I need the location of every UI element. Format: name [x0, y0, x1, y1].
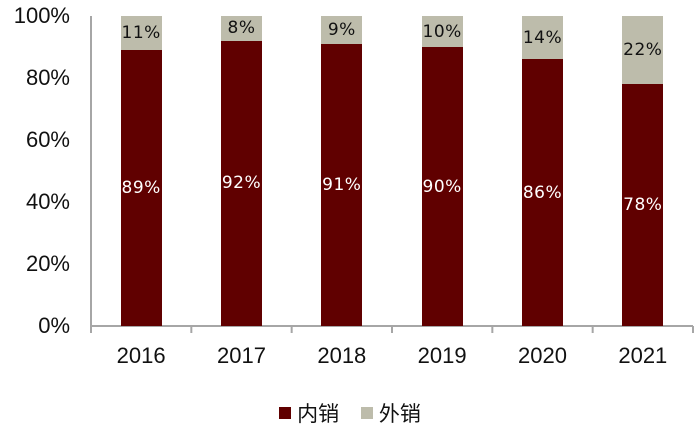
x-tick-label: 2016 — [116, 343, 166, 368]
data-label: 90% — [422, 176, 462, 197]
bar-segment-export: 14% — [522, 16, 563, 60]
data-label: 78% — [623, 195, 663, 216]
data-label: 14% — [522, 27, 563, 48]
bar-segment-domestic: 92% — [221, 40, 262, 326]
legend-label-domestic: 内销 — [297, 403, 340, 426]
bar-2020: 86% 14% — [522, 16, 563, 326]
bar-2021: 78% 22% — [622, 16, 664, 326]
legend: 内销 外销 — [0, 398, 700, 428]
x-tick-label: 2019 — [417, 343, 467, 368]
legend-label-export: 外销 — [378, 403, 421, 426]
data-label: 8% — [227, 18, 256, 39]
bar-2018: 91% 9% — [321, 16, 363, 326]
data-label: 89% — [121, 178, 161, 199]
data-label: 11% — [121, 23, 161, 44]
y-tick-label: 0% — [38, 313, 70, 338]
bar-segment-export: 8% — [221, 16, 262, 41]
bar-segment-export: 22% — [622, 16, 664, 85]
y-tick-label: 100% — [13, 3, 70, 28]
y-tick-label: 20% — [25, 251, 70, 276]
data-label: 10% — [422, 21, 462, 42]
x-tick-label: 2020 — [518, 343, 567, 368]
bar-2019: 90% 10% — [421, 16, 463, 326]
legend-item-export: 外销 — [360, 398, 421, 428]
legend-item-domestic: 内销 — [279, 398, 339, 428]
data-label: 86% — [522, 182, 563, 203]
bar-segment-domestic: 89% — [120, 50, 162, 326]
x-tick-label: 2017 — [217, 343, 266, 368]
data-label: 9% — [327, 19, 356, 40]
bar-segment-export: 9% — [321, 16, 363, 44]
data-label: 22% — [623, 40, 663, 61]
y-tick-label: 40% — [25, 189, 70, 214]
data-label: 91% — [322, 174, 362, 195]
y-tick-label: 60% — [25, 127, 70, 152]
legend-swatch-domestic — [279, 407, 292, 419]
bar-segment-domestic: 86% — [522, 59, 563, 326]
y-tick-label: 80% — [25, 65, 70, 90]
bar-segment-export: 10% — [421, 16, 463, 47]
bar-segment-domestic: 91% — [321, 43, 363, 326]
bar-segment-domestic: 78% — [622, 84, 664, 326]
bar-2017: 92% 8% — [221, 16, 262, 326]
x-tick-label: 2018 — [317, 343, 367, 368]
x-tick-label: 2021 — [618, 343, 668, 368]
bar-2016: 89% 11% — [120, 16, 162, 326]
bar-segment-export: 11% — [120, 16, 162, 51]
data-label: 92% — [221, 173, 262, 194]
bar-segment-domestic: 90% — [421, 47, 463, 326]
legend-swatch-export — [360, 407, 373, 419]
